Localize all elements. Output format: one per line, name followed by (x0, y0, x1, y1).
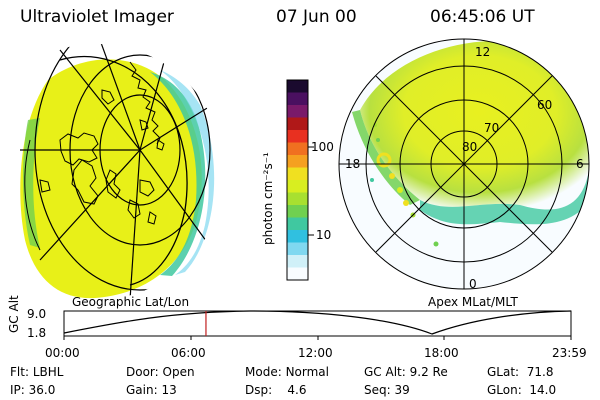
status-flt: Flt: LBHL (10, 365, 64, 379)
timeline-x-0600: 06:00 (171, 346, 206, 360)
geographic-panel-label: Geographic Lat/Lon (72, 295, 190, 309)
colorbar-segment (287, 205, 308, 218)
apex-panel-label: Apex MLat/MLT (428, 295, 518, 309)
emission-edge (150, 72, 206, 276)
colorbar-tick-10: 10 (316, 228, 332, 242)
status-gain: Gain: 13 (126, 383, 177, 397)
colorbar-unit-label: photon cm⁻²s⁻¹ (261, 152, 275, 245)
mlat-label-70: 70 (484, 121, 500, 135)
mlat-label-80: 80 (462, 140, 478, 154)
mlt-label-6: 6 (576, 157, 584, 171)
colorbar-segment (287, 80, 308, 93)
timeline-x-1800: 18:00 (424, 346, 459, 360)
polar-emission-region (360, 40, 589, 210)
mlt-label-12: 12 (475, 45, 491, 59)
colorbar-segment (287, 230, 308, 243)
colorbar-segment (287, 155, 308, 168)
colorbar-segment (287, 267, 308, 281)
status-door: Door: Open (126, 365, 195, 379)
polar-mlat-mlt-plot (338, 38, 590, 290)
colorbar-segment (287, 142, 308, 156)
colorbar-ticks (308, 146, 314, 236)
status-mode: Mode: Normal (245, 365, 329, 379)
status-gc-alt: GC Alt: 9.2 Re (364, 365, 448, 379)
coastlines (39, 61, 165, 225)
polar-grid (338, 38, 590, 290)
mlt-label-18: 18 (345, 157, 361, 171)
colorbar-segment (287, 192, 308, 206)
timeline-axis-label: GC Alt (7, 295, 21, 333)
colorbar-tick-100: 100 (311, 140, 334, 154)
status-glon: GLon: 14.0 (487, 383, 557, 397)
mlt-label-0: 0 (469, 277, 477, 291)
timeline-x-1200: 12:00 (298, 346, 333, 360)
colorbar-segment (287, 180, 308, 193)
timeline-y-max: 9.0 (27, 307, 47, 321)
mlat-label-60: 60 (537, 98, 553, 112)
status-seq: Seq: 39 (364, 383, 410, 397)
timeline-x-2359: 23:59 (552, 346, 587, 360)
instrument-title: Ultraviolet Imager (20, 7, 174, 27)
colorbar-segment (287, 255, 308, 268)
colorbar-segment (287, 117, 308, 131)
status-glat: GLat: 71.8 (487, 365, 554, 379)
time-label: 06:45:06 UT (430, 7, 535, 27)
status-dsp: Dsp: 4.6 (245, 383, 307, 397)
colorbar-segment (287, 105, 308, 118)
colorbar-segment (287, 242, 308, 256)
colorbar-segment (287, 130, 308, 143)
gc-alt-timeline (63, 310, 572, 340)
colorbar (286, 79, 309, 281)
status-ip: IP: 36.0 (10, 383, 56, 397)
geographic-globe-map (20, 44, 224, 300)
uv-emission-region (20, 59, 202, 299)
timeline-x-0000: 00:00 (45, 346, 80, 360)
altitude-curve (63, 310, 572, 335)
colorbar-frame (286, 79, 309, 281)
emission-outer-edge (160, 70, 215, 275)
colorbar-segment (287, 167, 308, 181)
date-label: 07 Jun 00 (276, 7, 357, 27)
timeline-y-min: 1.8 (27, 326, 47, 340)
colorbar-segment (287, 92, 308, 106)
colorbar-segment (287, 217, 308, 231)
